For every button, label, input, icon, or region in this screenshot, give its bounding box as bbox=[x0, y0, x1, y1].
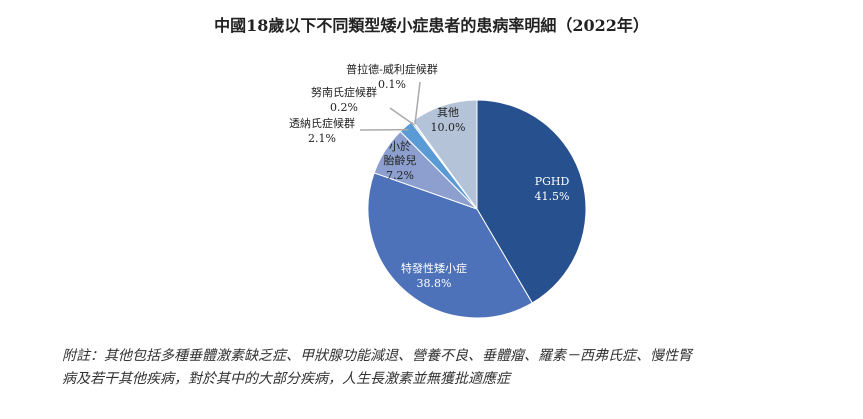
slice-value: 10.0% bbox=[431, 121, 466, 134]
slice-label: 胎齡兒 bbox=[384, 153, 417, 167]
pie-slice-1 bbox=[367, 172, 533, 319]
chart-title: 中國18歲以下不同類型矮小症患者的患病率明細（2022年） bbox=[214, 16, 649, 35]
slice-label: 透納氏症候群 bbox=[289, 116, 355, 130]
slice-label: 普拉德-威利症候群 bbox=[346, 62, 438, 76]
slice-value: 2.1% bbox=[308, 132, 336, 145]
footnote-line-1: 附註：其他包括多種垂體激素缺乏症、甲狀腺功能減退、營養不良、垂體瘤、羅素－西弗氏… bbox=[62, 348, 692, 364]
pie-slice-6 bbox=[412, 99, 478, 211]
slice-value: 0.1% bbox=[378, 78, 406, 91]
slice-label: PGHD bbox=[535, 175, 570, 188]
slice-label: 小於 bbox=[389, 139, 411, 153]
slice-label: 其他 bbox=[437, 106, 459, 119]
slice-label: 特發性矮小症 bbox=[401, 261, 467, 275]
footnote-line-2: 病及若干其他疾病，對於其中的大部分疾病，人生長激素並無獲批適應症 bbox=[62, 371, 510, 387]
slice-value: 38.8% bbox=[417, 277, 452, 290]
slice-value: 0.2% bbox=[330, 101, 358, 114]
slice-value: 41.5% bbox=[535, 190, 570, 203]
pie-slice-0 bbox=[476, 99, 587, 304]
leader-line bbox=[389, 107, 415, 126]
slice-label: 努南氏症候群 bbox=[311, 85, 377, 99]
slice-value: 7.2% bbox=[386, 169, 414, 182]
footnote: 附註：其他包括多種垂體激素缺乏症、甲狀腺功能減退、營養不良、垂體瘤、羅素－西弗氏… bbox=[62, 345, 842, 391]
leader-line bbox=[414, 81, 421, 125]
